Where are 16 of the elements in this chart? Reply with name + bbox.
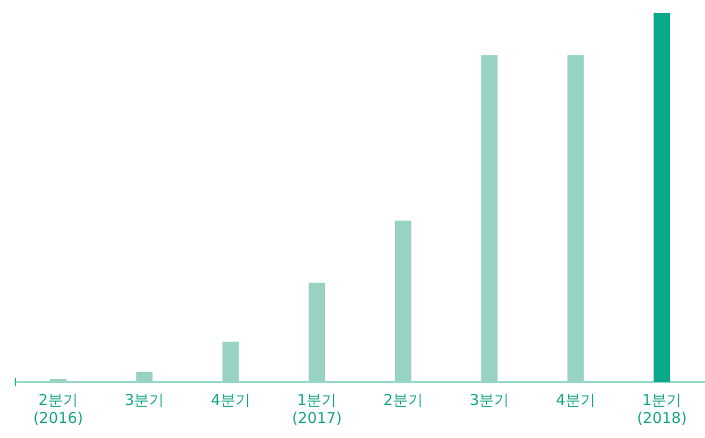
x-tick-label: 1분기 (2017) [292,390,342,427]
bar [394,220,412,382]
x-tick-label: 3분기 [470,390,510,409]
bar [136,372,153,382]
bar [308,282,326,382]
x-tick-label: 1분기 (2018) [636,390,687,427]
bar [481,55,498,382]
bar [567,55,584,382]
x-tick-label: 4분기 [210,390,250,409]
bar [222,342,239,382]
x-tick-label: 2분기 [383,390,423,409]
bar [654,13,670,382]
bar [50,379,66,382]
x-tick-label: 2분기 (2016) [33,390,84,427]
x-tick-label: 4분기 [556,390,596,409]
x-tick-label: 3분기 [124,390,164,409]
